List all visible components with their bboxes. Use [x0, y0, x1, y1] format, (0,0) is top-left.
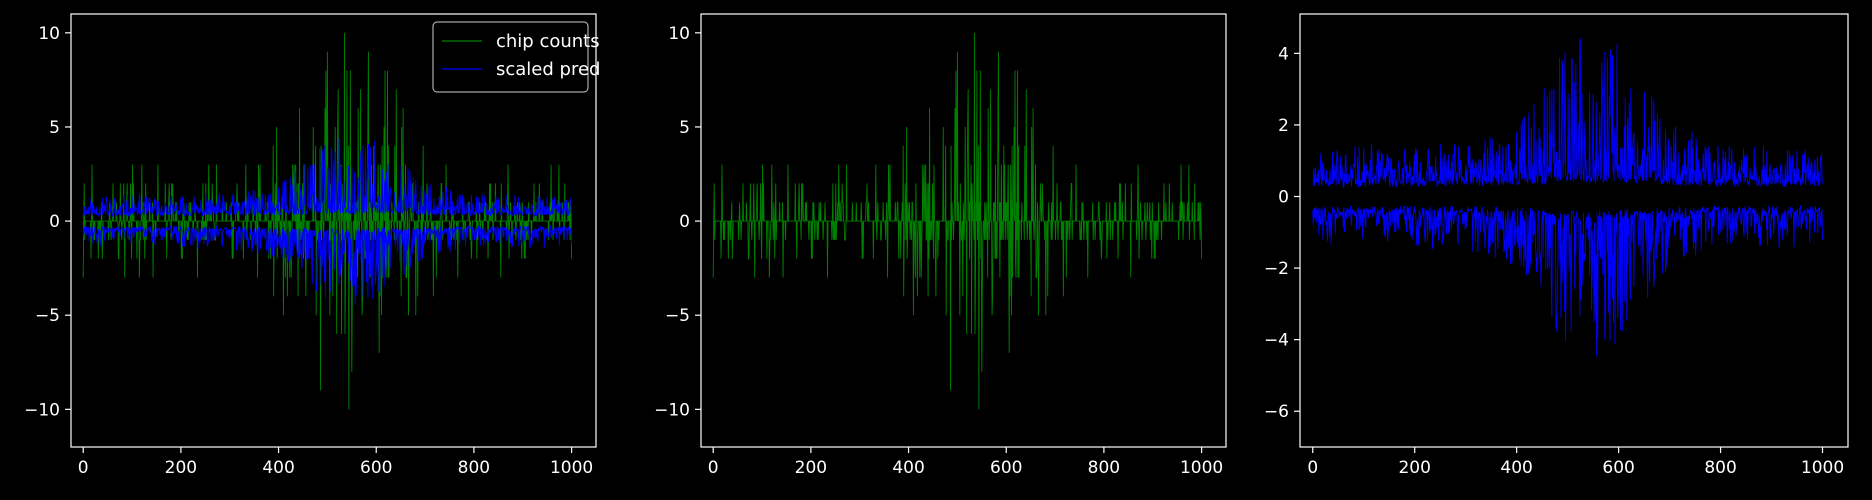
- x-tick-label: 400: [262, 458, 294, 478]
- x-tick-label: 800: [458, 458, 490, 478]
- x-tick-label: 1000: [550, 458, 593, 478]
- axes-frame: [1299, 13, 1849, 448]
- plot-area: [712, 32, 1203, 410]
- y-tick-label: −10: [24, 400, 60, 420]
- y-tick-label: 2: [1278, 116, 1289, 136]
- axes-frame: [700, 13, 1227, 448]
- y-tick-label: 0: [1278, 188, 1289, 208]
- y-tick-label: 0: [679, 212, 690, 232]
- series-line-chip-counts-0: [82, 32, 573, 410]
- x-tick-label: 200: [165, 458, 197, 478]
- legend: chip counts scaled pred: [432, 21, 600, 93]
- x-tick-label: 200: [1398, 458, 1430, 478]
- x-tick-label: 800: [1704, 458, 1736, 478]
- plot-area: [82, 32, 573, 410]
- y-tick-label: −5: [35, 306, 60, 326]
- x-tick-label: 0: [78, 458, 89, 478]
- series-line-scaled-pred-1: [82, 224, 573, 306]
- y-tick-label: 0: [49, 212, 60, 232]
- y-tick-label: −5: [665, 306, 690, 326]
- series-line-scaled-pred-0: [83, 137, 573, 218]
- series-line-series0-1: [1312, 204, 1823, 357]
- x-tick-label: 600: [1602, 458, 1634, 478]
- x-tick-label: 400: [892, 458, 924, 478]
- legend-label: chip counts: [496, 31, 600, 52]
- y-tick-label: −2: [1264, 259, 1289, 279]
- chart-panel-middle: 0 200 400 600 800 1000 −10 −5 0 5 10: [654, 13, 1227, 478]
- y-tick-label: 10: [668, 24, 690, 44]
- x-tick-label: 600: [360, 458, 392, 478]
- chart-panel-left: 0 200 400 600 800 1000 −10 −5 0 5 10 chip counts sca…: [24, 13, 600, 478]
- y-tick-label: 5: [679, 118, 690, 138]
- x-tick-label: 200: [795, 458, 827, 478]
- y-tick-label: −6: [1264, 402, 1289, 422]
- legend-label: scaled pred: [496, 59, 600, 80]
- plot-area: [1312, 38, 1823, 357]
- chart-panel-right: 0 200 400 600 800 1000 −6 −4 −2 0 2 4: [1264, 13, 1849, 478]
- y-tick-label: −10: [654, 400, 690, 420]
- axes-frame: [70, 13, 597, 448]
- y-tick-label: 4: [1278, 44, 1289, 64]
- y-tick-label: 10: [38, 24, 60, 44]
- legend-box: [432, 21, 589, 93]
- x-tick-label: 1000: [1801, 458, 1844, 478]
- x-tick-label: 1000: [1180, 458, 1223, 478]
- x-tick-label: 0: [1307, 458, 1318, 478]
- x-tick-label: 0: [708, 458, 719, 478]
- y-tick-label: 5: [49, 118, 60, 138]
- x-tick-label: 400: [1500, 458, 1532, 478]
- series-line-series0-0: [1312, 38, 1823, 189]
- y-tick-label: −4: [1264, 331, 1289, 351]
- x-tick-label: 800: [1088, 458, 1120, 478]
- x-tick-label: 600: [990, 458, 1022, 478]
- series-line-series0-0: [712, 32, 1203, 410]
